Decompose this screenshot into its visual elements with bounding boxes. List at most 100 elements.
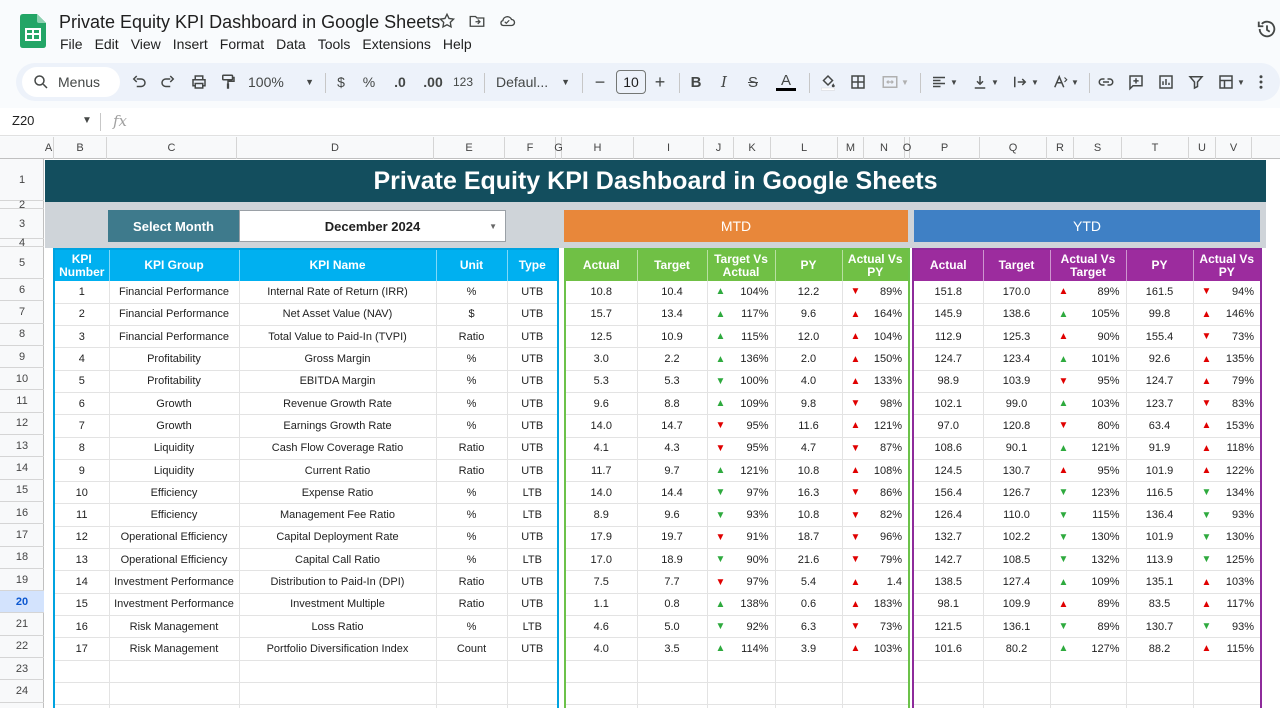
ytd-py-cell[interactable]: 124.7 (1126, 370, 1194, 393)
mtd-py-cell[interactable]: 0.6 (775, 593, 843, 616)
mtd-py-cell[interactable]: 4.0 (775, 370, 843, 393)
ytd-py-cell[interactable]: 88.2 (1126, 637, 1194, 661)
empty-cell[interactable] (1050, 660, 1127, 683)
row-header[interactable]: 16 (0, 502, 44, 525)
row-header[interactable]: 6 (0, 279, 44, 302)
kpi-number-cell[interactable]: 9 (54, 459, 110, 483)
column-header[interactable]: O (903, 137, 911, 159)
move-folder-icon[interactable] (468, 12, 486, 30)
ytd-actual-cell[interactable]: 138.5 (913, 570, 984, 594)
kpi-group-cell[interactable]: Operational Efficiency (109, 548, 240, 572)
column-header[interactable]: Q (980, 137, 1047, 159)
ytd-target-cell[interactable]: 123.4 (983, 347, 1051, 371)
empty-cell[interactable] (1126, 704, 1194, 708)
indicator-cell[interactable]: ▼ 93% (1193, 503, 1262, 527)
kpi-group-cell[interactable]: Financial Performance (109, 303, 240, 327)
mtd-py-cell[interactable]: 5.4 (775, 570, 843, 594)
empty-cell[interactable] (983, 682, 1051, 706)
unit-cell[interactable]: Count (436, 637, 508, 661)
column-header[interactable]: B (54, 137, 107, 159)
sheets-logo-icon[interactable] (20, 14, 46, 48)
mtd-target-cell[interactable]: 10.4 (637, 281, 708, 304)
star-icon[interactable] (438, 12, 456, 30)
kpi-group-cell[interactable]: Risk Management (109, 615, 240, 639)
ytd-target-cell[interactable]: 108.5 (983, 548, 1051, 572)
empty-cell[interactable] (1193, 704, 1262, 708)
unit-cell[interactable]: Ratio (436, 325, 508, 349)
indicator-cell[interactable]: ▲ 164% (842, 303, 910, 327)
empty-cell[interactable] (913, 660, 984, 683)
name-box[interactable]: Z20 (12, 113, 35, 128)
menu-data[interactable]: Data (276, 36, 306, 52)
mtd-py-cell[interactable]: 11.6 (775, 414, 843, 438)
empty-cell[interactable] (1126, 682, 1194, 706)
kpi-group-cell[interactable]: Investment Performance (109, 593, 240, 616)
ytd-actual-cell[interactable]: 98.1 (913, 593, 984, 616)
kpi-group-cell[interactable]: Efficiency (109, 503, 240, 527)
type-cell[interactable]: UTB (507, 325, 559, 349)
indicator-cell[interactable]: ▼ 79% (842, 548, 910, 572)
percent-format-button[interactable]: % (362, 74, 376, 90)
indicator-cell[interactable]: ▲ 121% (842, 414, 910, 438)
indicator-cell[interactable]: ▲ 89% (1050, 593, 1127, 616)
menu-extensions[interactable]: Extensions (362, 36, 431, 52)
ytd-target-cell[interactable]: 102.2 (983, 526, 1051, 550)
ytd-py-cell[interactable]: 83.5 (1126, 593, 1194, 616)
column-header[interactable]: P (910, 137, 980, 159)
mtd-target-cell[interactable]: 2.2 (637, 347, 708, 371)
ytd-actual-cell[interactable]: 126.4 (913, 503, 984, 527)
indicator-cell[interactable]: ▼ 132% (1050, 548, 1127, 572)
mtd-target-cell[interactable]: 0.8 (637, 593, 708, 616)
empty-cell[interactable] (507, 682, 559, 706)
mtd-actual-cell[interactable]: 4.0 (565, 637, 638, 661)
mtd-target-cell[interactable]: 10.9 (637, 325, 708, 349)
indicator-cell[interactable]: ▲ 103% (1050, 392, 1127, 416)
kpi-number-cell[interactable]: 16 (54, 615, 110, 639)
kpi-number-cell[interactable]: 10 (54, 481, 110, 505)
kpi-name-cell[interactable]: Earnings Growth Rate (239, 414, 437, 438)
unit-cell[interactable]: % (436, 481, 508, 505)
unit-cell[interactable]: % (436, 414, 508, 438)
ytd-py-cell[interactable]: 116.5 (1126, 481, 1194, 505)
fill-color-button[interactable] (817, 63, 839, 101)
vertical-align-button[interactable]: ▼ (969, 63, 1001, 101)
mtd-py-cell[interactable]: 10.8 (775, 503, 843, 527)
indicator-cell[interactable]: ▲ 115% (1193, 637, 1262, 661)
mtd-actual-cell[interactable]: 12.5 (565, 325, 638, 349)
ytd-actual-cell[interactable]: 145.9 (913, 303, 984, 327)
column-header[interactable]: U (1189, 137, 1216, 159)
mtd-py-cell[interactable]: 12.0 (775, 325, 843, 349)
indicator-cell[interactable]: ▼ 73% (842, 615, 910, 639)
indicator-cell[interactable]: ▼ 134% (1193, 481, 1262, 505)
column-header[interactable]: G (554, 137, 563, 159)
indicator-cell[interactable]: ▼ 97% (707, 570, 776, 594)
indicator-cell[interactable]: ▲ 89% (1050, 281, 1127, 304)
mtd-target-cell[interactable]: 3.5 (637, 637, 708, 661)
empty-cell[interactable] (54, 660, 110, 683)
type-cell[interactable]: LTB (507, 481, 559, 505)
kpi-number-cell[interactable]: 11 (54, 503, 110, 527)
text-wrapping-button[interactable]: ▼ (1009, 63, 1041, 101)
empty-cell[interactable] (842, 660, 910, 683)
kpi-number-cell[interactable]: 2 (54, 303, 110, 327)
kpi-number-cell[interactable]: 1 (54, 281, 110, 304)
indicator-cell[interactable]: ▼ 89% (1050, 615, 1127, 639)
cloud-status-icon[interactable] (498, 12, 516, 30)
mtd-actual-cell[interactable]: 4.6 (565, 615, 638, 639)
indicator-cell[interactable]: ▼ 98% (842, 392, 910, 416)
empty-cell[interactable] (109, 682, 240, 706)
menu-file[interactable]: File (60, 36, 83, 52)
indicator-cell[interactable]: ▲ 121% (1050, 437, 1127, 460)
indicator-cell[interactable]: ▼ 115% (1050, 503, 1127, 527)
type-cell[interactable]: UTB (507, 593, 559, 616)
paint-format-button[interactable] (217, 63, 239, 101)
unit-cell[interactable]: % (436, 615, 508, 639)
empty-cell[interactable] (637, 704, 708, 708)
indicator-cell[interactable]: ▲ 115% (707, 325, 776, 349)
redo-button[interactable] (157, 63, 179, 101)
indicator-cell[interactable]: ▲ 136% (707, 347, 776, 371)
kpi-number-cell[interactable]: 17 (54, 637, 110, 661)
type-cell[interactable]: LTB (507, 548, 559, 572)
menu-help[interactable]: Help (442, 36, 472, 52)
column-header[interactable]: D (237, 137, 434, 159)
